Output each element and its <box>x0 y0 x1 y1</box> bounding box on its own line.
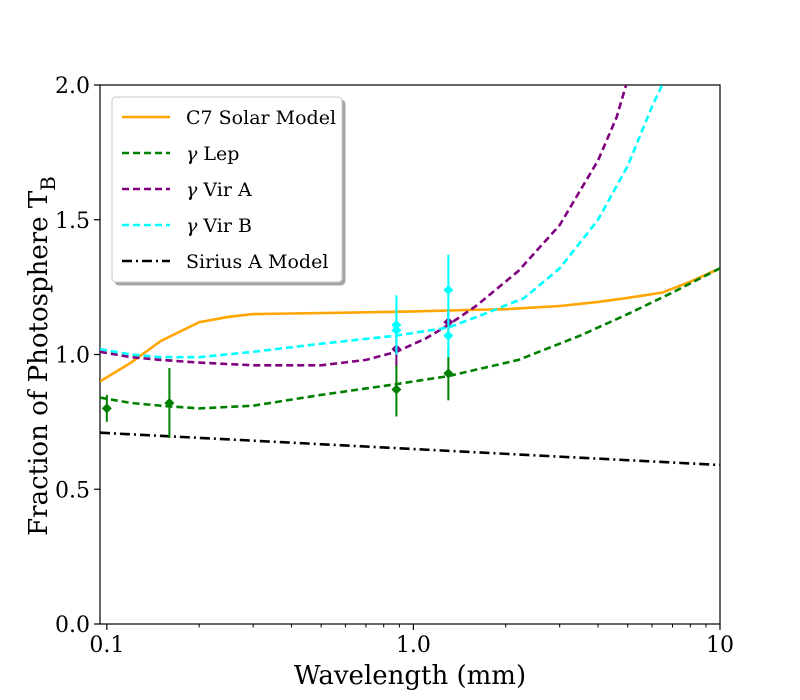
legend-item-gamma-vir-a: γ Vir A <box>122 179 252 201</box>
legend-item-gamma-lep: γ Lep <box>122 143 239 165</box>
legend-item-sirius-a-model: Sirius A Model <box>122 251 328 273</box>
y-tick-label: 0.0 <box>55 613 90 638</box>
legend-label: C7 Solar Model <box>186 107 336 129</box>
legend: C7 Solar Model γ Lep γ Vir A γ Vir B Sirius … <box>111 96 343 283</box>
series-line-sirius-a-model <box>100 431 720 467</box>
legend-label: γ Vir A <box>186 179 252 201</box>
y-tick-label: 1.0 <box>55 344 90 369</box>
legend-item-gamma-vir-b: γ Vir B <box>122 215 252 237</box>
x-tick-label: 10 <box>706 633 734 658</box>
points-layer <box>101 254 454 439</box>
legend-item-c7-solar-model: C7 Solar Model <box>122 107 336 129</box>
y-tick-label: 1.5 <box>55 209 90 234</box>
diamond-marker <box>101 403 112 414</box>
series-layer <box>100 85 720 467</box>
legend-label: γ Vir B <box>186 215 252 237</box>
legend-label: Sirius A Model <box>186 251 328 273</box>
diamond-marker <box>443 284 454 295</box>
diamond-marker <box>443 330 454 341</box>
diamond-marker <box>443 368 454 379</box>
series-line-gamma-lep <box>100 267 720 410</box>
ticks-layer: 0.1 1.0 10 0.0 0.5 1.0 1.5 2.0 <box>55 74 734 658</box>
data-point-gamma-lep <box>391 362 402 417</box>
diamond-marker <box>391 384 402 395</box>
legend-label: γ Lep <box>186 143 239 165</box>
series-line-c7-solar-model <box>100 267 720 383</box>
y-axis-label-subscript: B <box>36 176 60 191</box>
x-axis-label: Wavelength (mm) <box>294 661 526 691</box>
x-tick-label: 0.1 <box>89 633 124 658</box>
data-point-gamma-lep <box>164 367 175 439</box>
diamond-marker <box>164 398 175 409</box>
y-axis-label: Fraction of Photosphere TB <box>24 176 60 536</box>
y-tick-label: 2.0 <box>55 74 90 99</box>
series-line-gamma-vir-a <box>100 85 628 367</box>
diamond-marker <box>391 319 402 330</box>
legend-box <box>111 96 343 283</box>
data-point-gamma-vir-b <box>391 295 402 355</box>
x-tick-label: 1.0 <box>396 633 431 658</box>
data-point-gamma-lep <box>101 394 112 422</box>
data-point-gamma-vir-b <box>443 254 454 325</box>
y-tick-label: 0.5 <box>55 478 90 503</box>
